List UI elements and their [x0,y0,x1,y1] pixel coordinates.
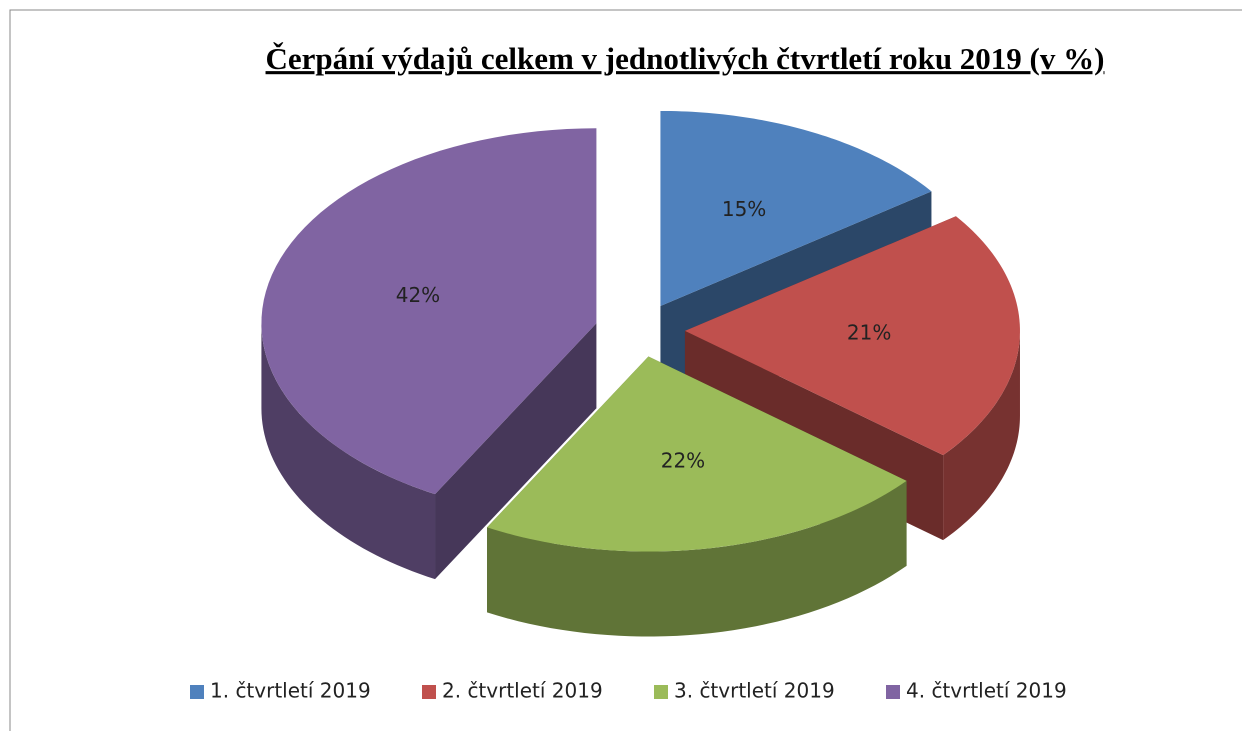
data-label: 42% [396,283,440,307]
slice-wall [487,480,907,637]
slice-side [435,323,597,580]
legend-swatch [422,685,436,699]
legend-label: 2. čtvrtletí 2019 [442,679,603,703]
slice-top [487,356,907,552]
legend-label: 3. čtvrtletí 2019 [674,679,835,703]
pie-slice [261,128,597,580]
data-label: 22% [661,448,705,472]
slice-top [684,216,1020,456]
slice-top [660,110,932,306]
slice-wall [261,323,436,580]
chart-frame [9,9,1242,731]
data-label: 21% [847,321,891,345]
legend-label: 1. čtvrtletí 2019 [210,679,371,703]
legend-swatch [886,685,900,699]
legend-label: 4. čtvrtletí 2019 [906,679,1067,703]
pie-slice [487,356,907,637]
slice-wall [943,330,1020,541]
chart-title: Čerpání výdajů celkem v jednotlivých čtv… [266,41,1105,76]
data-label: 15% [722,197,766,221]
legend-swatch [654,685,668,699]
legend-swatch [190,685,204,699]
slice-top [261,128,597,495]
